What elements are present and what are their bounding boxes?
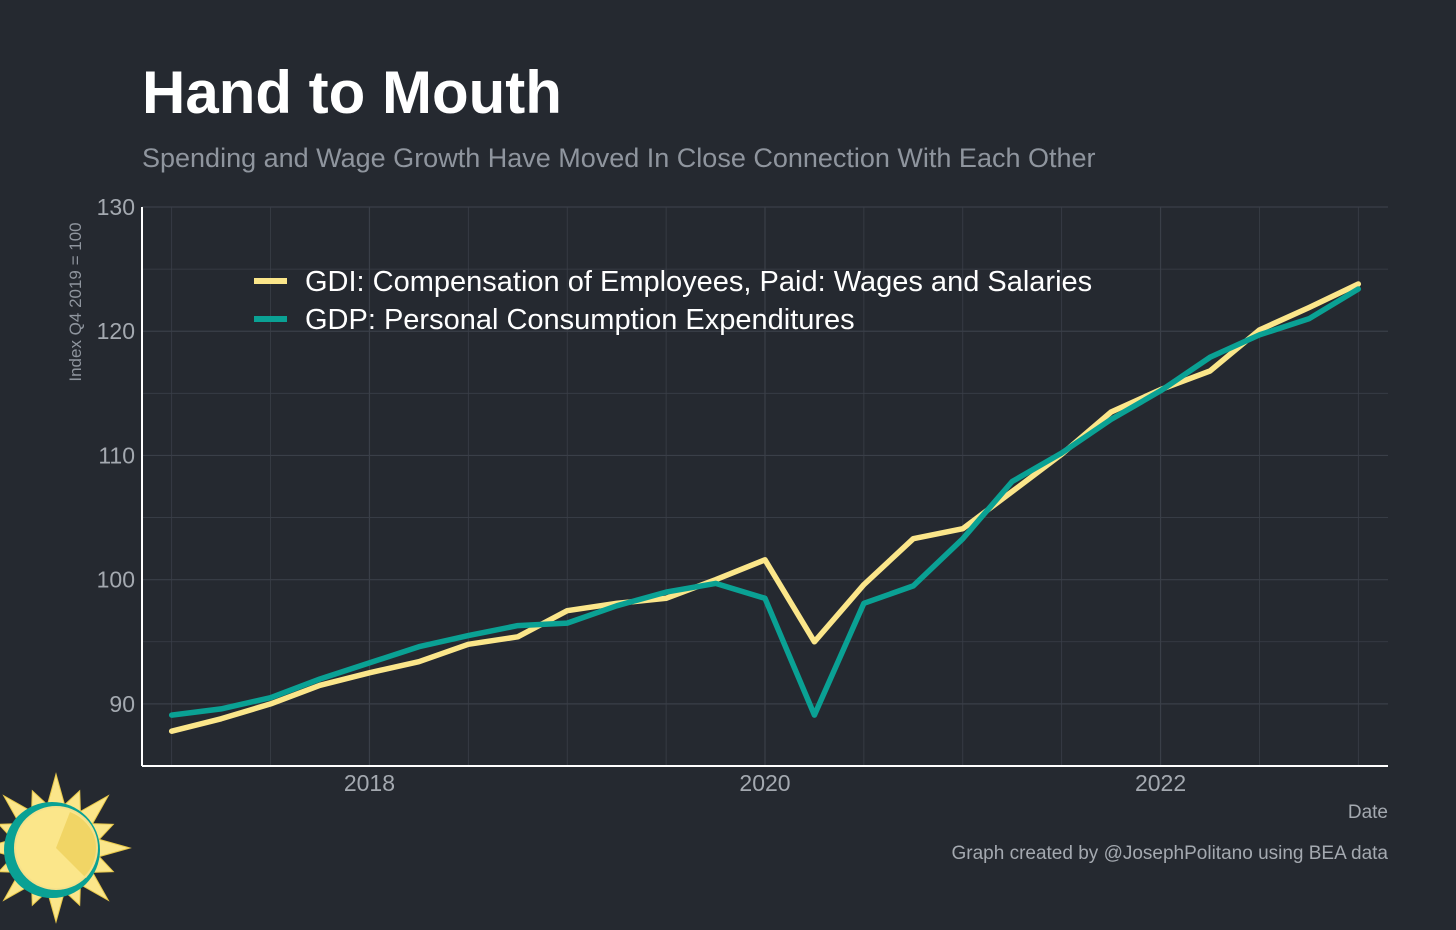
y-axis-label: Index Q4 2019 = 100 bbox=[66, 222, 85, 381]
y-tick-label: 90 bbox=[109, 691, 135, 717]
legend: GDI: Compensation of Employees, Paid: Wa… bbox=[254, 266, 1092, 336]
y-tick-label: 120 bbox=[97, 318, 135, 344]
legend-label-pce: GDP: Personal Consumption Expenditures bbox=[305, 304, 855, 336]
series-line-pce bbox=[168, 286, 1362, 718]
y-tick-label: 130 bbox=[97, 194, 135, 220]
legend-label-gdi: GDI: Compensation of Employees, Paid: Wa… bbox=[305, 266, 1092, 298]
x-tick-label: 2022 bbox=[1135, 770, 1186, 796]
y-tick-label: 110 bbox=[98, 442, 135, 468]
y-tick-label: 100 bbox=[97, 567, 135, 593]
chart-subtitle: Spending and Wage Growth Have Moved In C… bbox=[142, 143, 1096, 173]
caption: Graph created by @JosephPolitano using B… bbox=[951, 843, 1388, 864]
x-tick-label: 2020 bbox=[739, 770, 790, 796]
grid bbox=[142, 206, 1388, 766]
x-axis-label: Date bbox=[1348, 802, 1388, 823]
x-tick-label: 2018 bbox=[344, 770, 395, 796]
sun-icon bbox=[0, 772, 132, 924]
chart-title: Hand to Mouth bbox=[142, 59, 562, 126]
series-lines bbox=[168, 281, 1362, 734]
axes: 90 100 110 120 130 2018 2020 2022 bbox=[97, 194, 1388, 796]
